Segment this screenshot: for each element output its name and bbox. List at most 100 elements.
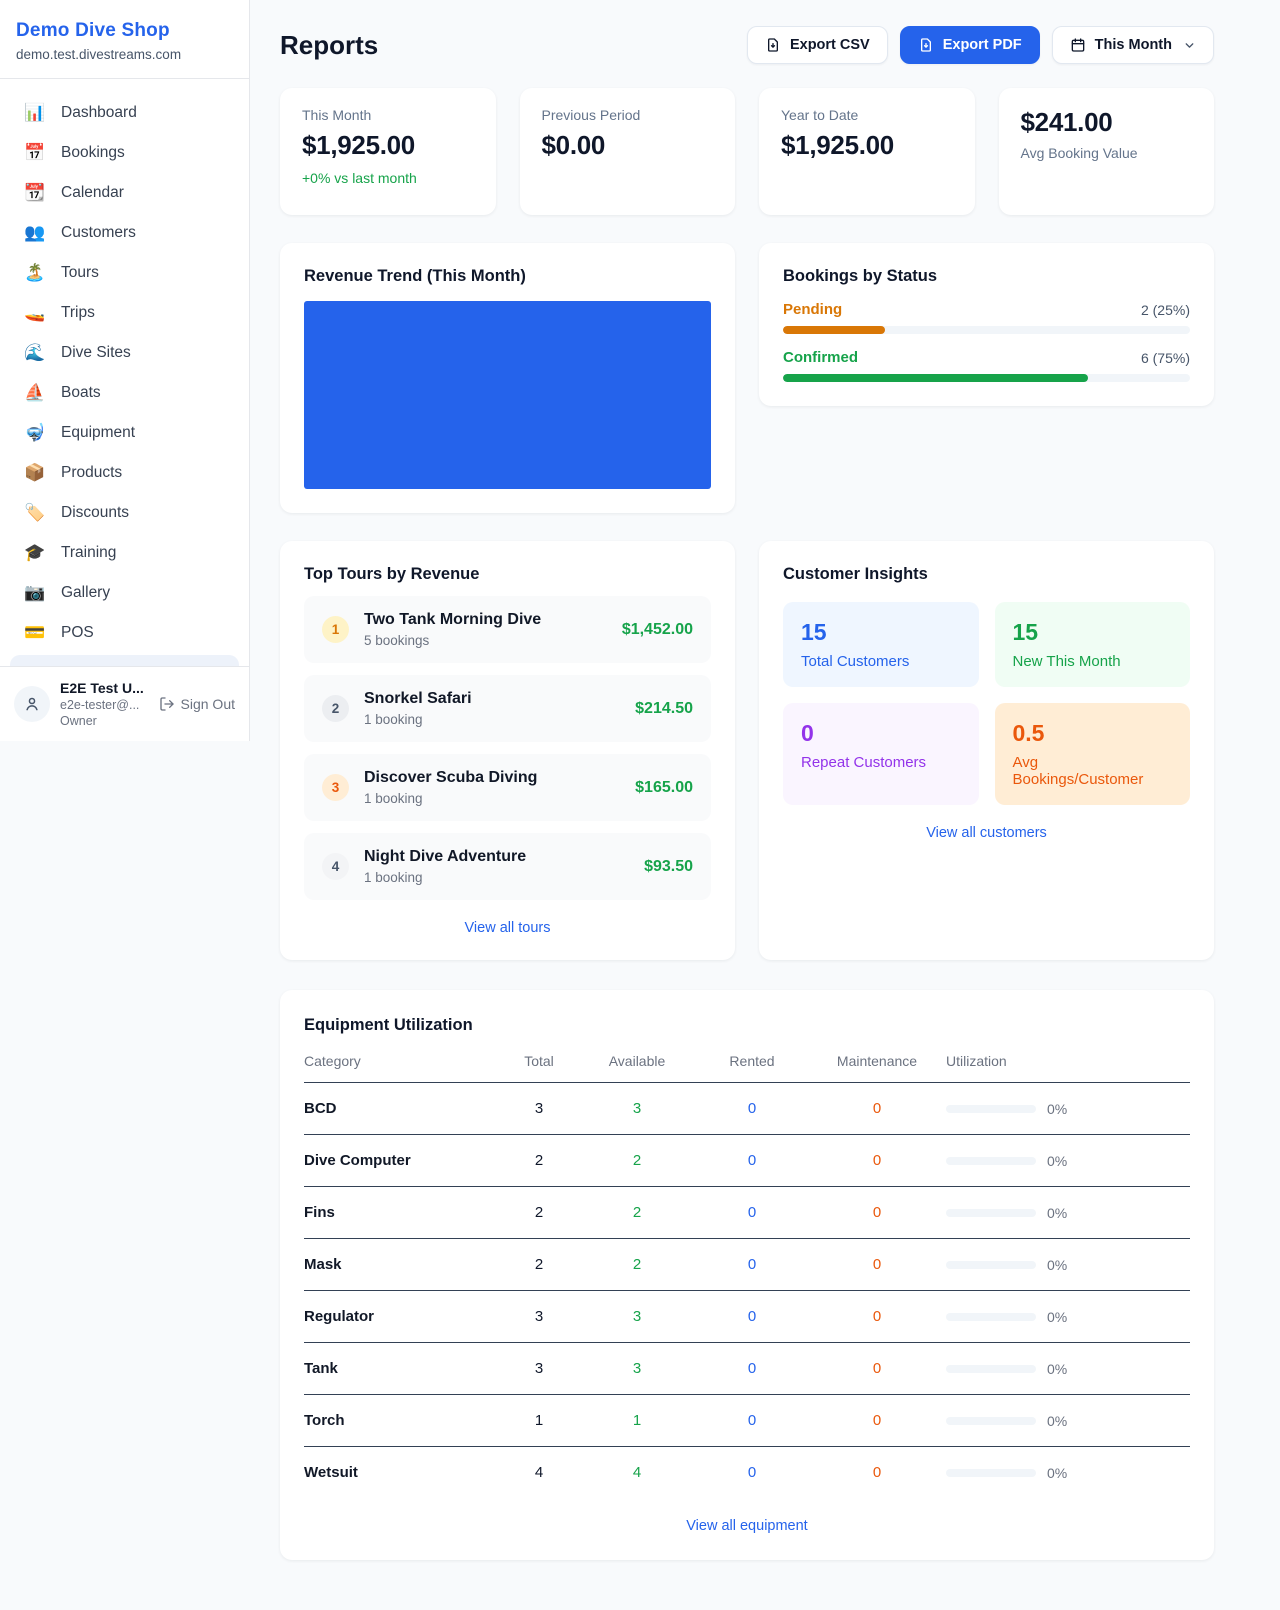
tour-bookings-count: 1 booking xyxy=(364,870,423,885)
cell-utilization: 0% xyxy=(946,1413,1190,1429)
cell-rented: 0 xyxy=(747,1412,757,1429)
cell-available: 4 xyxy=(632,1464,642,1481)
sidebar-nav-item[interactable]: 📆 Calendar xyxy=(12,173,237,213)
view-all-customers-link[interactable]: View all customers xyxy=(926,825,1047,841)
tour-name: Night Dive Adventure xyxy=(364,848,527,865)
tour-bookings-count: 5 bookings xyxy=(364,633,430,648)
tour-info: Night Dive Adventure 1 booking xyxy=(364,848,526,885)
col-header-category: Category xyxy=(304,1053,361,1069)
stat-card-year-to-date: Year to Date $1,925.00 xyxy=(759,88,975,215)
stat-value: $1,925.00 xyxy=(781,130,894,160)
sidebar-nav-item[interactable]: 📅 Bookings xyxy=(12,133,237,173)
equipment-table-header: Category Total Available Rented Maintena… xyxy=(304,1053,1190,1083)
sidebar-nav-item[interactable]: 📊 Dashboard xyxy=(12,93,237,133)
sidebar-nav-item[interactable]: ⛵ Boats xyxy=(12,373,237,413)
status-value: 2 (25%) xyxy=(1140,301,1190,318)
status-bar-fill xyxy=(783,374,1089,382)
sign-out-label: Sign Out xyxy=(180,696,235,712)
sidebar-item-label: Customers xyxy=(61,224,136,241)
sidebar-item-label: Trips xyxy=(61,304,95,321)
status-bar-fill xyxy=(783,326,885,334)
file-download-icon xyxy=(767,38,778,52)
equipment-row: Torch 1 1 0 0 0% xyxy=(304,1395,1190,1447)
cell-total: 2 xyxy=(534,1204,544,1221)
tour-bookings-count: 1 booking xyxy=(364,712,423,727)
utilization-bar-track xyxy=(946,1260,1036,1269)
cell-maintenance: 0 xyxy=(872,1412,882,1429)
tour-name: Snorkel Safari xyxy=(364,690,472,707)
cell-available: 1 xyxy=(632,1412,642,1429)
insight-tile: 15 New This Month xyxy=(994,602,1190,687)
utilization-percent: 0% xyxy=(1047,1464,1068,1481)
tour-name: Two Tank Morning Dive xyxy=(364,611,542,628)
dive-sites-wave-icon: 🌊 xyxy=(24,343,46,362)
sidebar-item-partial-highlight[interactable] xyxy=(10,655,239,666)
page-header: Reports Export CSV Export PDF xyxy=(280,26,1214,64)
header-actions: Export CSV Export PDF This Month xyxy=(746,26,1214,64)
sidebar-nav-item[interactable]: 🏷️ Discounts xyxy=(12,493,237,533)
period-label: This Month xyxy=(1094,37,1172,53)
tour-revenue: $93.50 xyxy=(644,857,693,875)
period-select[interactable]: This Month xyxy=(1051,26,1214,64)
sidebar-nav: 📊 Dashboard 📅 Bookings 📆 Calendar 👥 Cust… xyxy=(0,79,249,653)
sidebar-nav-item[interactable]: 🤿 Equipment xyxy=(12,413,237,453)
sidebar-item-label: POS xyxy=(61,624,94,641)
sidebar-nav-item[interactable]: 🚤 Trips xyxy=(12,293,237,333)
sidebar-item-label: Dashboard xyxy=(61,104,137,121)
user-panel: E2E Test U... e2e-tester@... Owner Sign … xyxy=(0,666,249,741)
cell-total: 2 xyxy=(534,1152,544,1169)
cell-maintenance: 0 xyxy=(872,1360,882,1377)
utilization-percent: 0% xyxy=(1047,1308,1068,1325)
sidebar-nav-item[interactable]: 🎓 Training xyxy=(12,533,237,573)
stat-value: $0.00 xyxy=(541,130,606,160)
cell-rented: 0 xyxy=(747,1256,757,1273)
status-bar-track xyxy=(783,326,1190,334)
view-all-equipment-link[interactable]: View all equipment xyxy=(686,1518,808,1534)
stat-label: Year to Date xyxy=(781,107,859,123)
cell-category: Dive Computer xyxy=(304,1152,411,1169)
row-charts: Revenue Trend (This Month) Bookings by S… xyxy=(280,243,1214,513)
sign-out-icon xyxy=(159,697,174,711)
sidebar-nav-item[interactable]: 📦 Products xyxy=(12,453,237,493)
cell-maintenance: 0 xyxy=(872,1464,882,1481)
stats-grid: This Month $1,925.00 +0% vs last month P… xyxy=(280,88,1214,215)
sign-out-button[interactable]: Sign Out xyxy=(159,696,235,712)
utilization-percent: 0% xyxy=(1047,1100,1068,1117)
tour-revenue: $165.00 xyxy=(635,778,693,796)
sidebar-nav-item[interactable]: 📷 Gallery xyxy=(12,573,237,613)
equipment-row: Mask 2 2 0 0 0% xyxy=(304,1239,1190,1291)
sidebar: Demo Dive Shop demo.test.divestreams.com… xyxy=(0,0,250,741)
sidebar-nav-item[interactable]: 💳 POS xyxy=(12,613,237,653)
tour-revenue: $1,452.00 xyxy=(621,620,693,638)
utilization-percent: 0% xyxy=(1047,1412,1068,1429)
chevron-down-icon xyxy=(1185,42,1194,48)
equipment-table-body: BCD 3 3 0 0 0% xyxy=(304,1083,1190,1498)
export-csv-button[interactable]: Export CSV xyxy=(746,26,888,64)
tour-bookings-count: 1 booking xyxy=(364,791,423,806)
sidebar-nav-item[interactable]: 🏝️ Tours xyxy=(12,253,237,293)
col-header-available: Available xyxy=(608,1053,666,1069)
stat-label: This Month xyxy=(302,107,372,123)
export-pdf-button[interactable]: Export PDF xyxy=(899,26,1040,64)
bookings-calendar-icon: 📅 xyxy=(24,143,46,162)
cell-utilization: 0% xyxy=(946,1101,1190,1117)
revenue-trend-chart xyxy=(304,301,711,489)
top-tours-title: Top Tours by Revenue xyxy=(304,565,480,583)
sidebar-item-label: Discounts xyxy=(61,504,130,521)
export-csv-label: Export CSV xyxy=(789,37,870,53)
sidebar-nav-item[interactable]: 👥 Customers xyxy=(12,213,237,253)
cell-utilization: 0% xyxy=(946,1465,1190,1481)
user-name: E2E Test U... xyxy=(60,680,144,696)
col-header-total: Total xyxy=(524,1053,554,1069)
view-all-tours-link[interactable]: View all tours xyxy=(464,920,551,936)
export-pdf-label: Export PDF xyxy=(942,37,1022,53)
cell-maintenance: 0 xyxy=(872,1204,882,1221)
insight-value: 15 xyxy=(1012,619,1039,645)
shop-name: Demo Dive Shop xyxy=(16,20,170,41)
sidebar-item-label: Tours xyxy=(61,264,99,281)
customer-insights-title: Customer Insights xyxy=(783,565,928,583)
sidebar-nav-item[interactable]: 🌊 Dive Sites xyxy=(12,333,237,373)
cell-category: Fins xyxy=(304,1204,335,1221)
cell-utilization: 0% xyxy=(946,1153,1190,1169)
